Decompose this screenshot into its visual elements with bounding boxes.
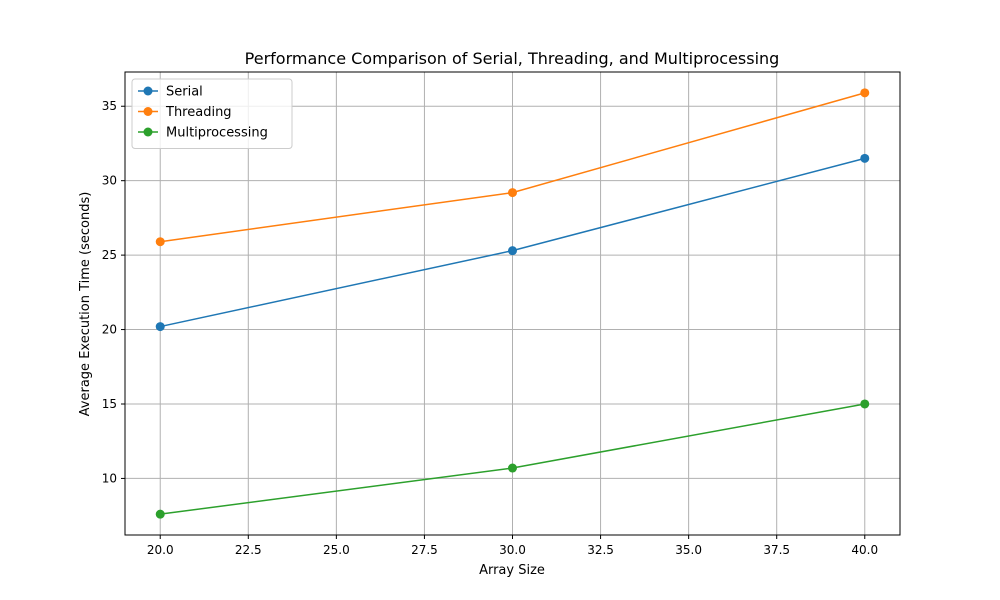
data-point-multiprocessing [860,399,870,409]
y-tick-label: 10 [102,471,117,485]
legend-label-serial: Serial [166,85,203,100]
x-axis-label: Array Size [479,563,545,578]
data-point-threading [155,237,165,247]
legend-marker-multiprocessing [143,127,153,137]
x-tick-label: 22.5 [235,543,262,557]
series-layer [155,88,870,519]
x-tick-label: 30.0 [499,543,526,557]
legend: Serial Threading Multiprocessing [131,78,293,149]
data-point-threading [508,188,517,198]
data-point-serial [155,322,165,332]
legend-label-multiprocessing: Multiprocessing [166,126,268,141]
x-tick-label: 32.5 [587,543,614,557]
legend-marker-serial [143,86,153,96]
x-tick-label: 25.0 [323,543,350,557]
y-tick-label: 25 [102,248,117,262]
x-tick-label: 27.5 [411,543,438,557]
data-point-serial [860,153,870,163]
data-point-multiprocessing [508,463,517,473]
legend-frame [131,78,293,149]
y-tick-label: 35 [102,99,117,113]
x-axis: 20.0 22.5 25.0 27.5 30.0 32.5 35.0 37.5 40.0 [147,535,878,557]
legend-marker-threading [143,107,153,116]
chart-title: Performance Comparison of Serial, Thread… [245,49,780,68]
y-tick-label: 20 [102,323,117,337]
x-tick-label: 40.0 [851,543,878,557]
data-point-threading [860,88,870,98]
y-axis-label: Average Execution Time (seconds) [78,192,93,417]
x-tick-label: 37.5 [763,543,790,557]
data-point-multiprocessing [155,509,165,519]
y-tick-label: 15 [102,397,117,411]
legend-label-threading: Threading [165,105,232,120]
data-point-serial [508,246,517,256]
y-axis: 10 15 20 25 30 35 [102,99,125,485]
x-tick-label: 20.0 [147,543,174,557]
y-tick-label: 30 [102,174,117,188]
x-tick-label: 35.0 [675,543,702,557]
